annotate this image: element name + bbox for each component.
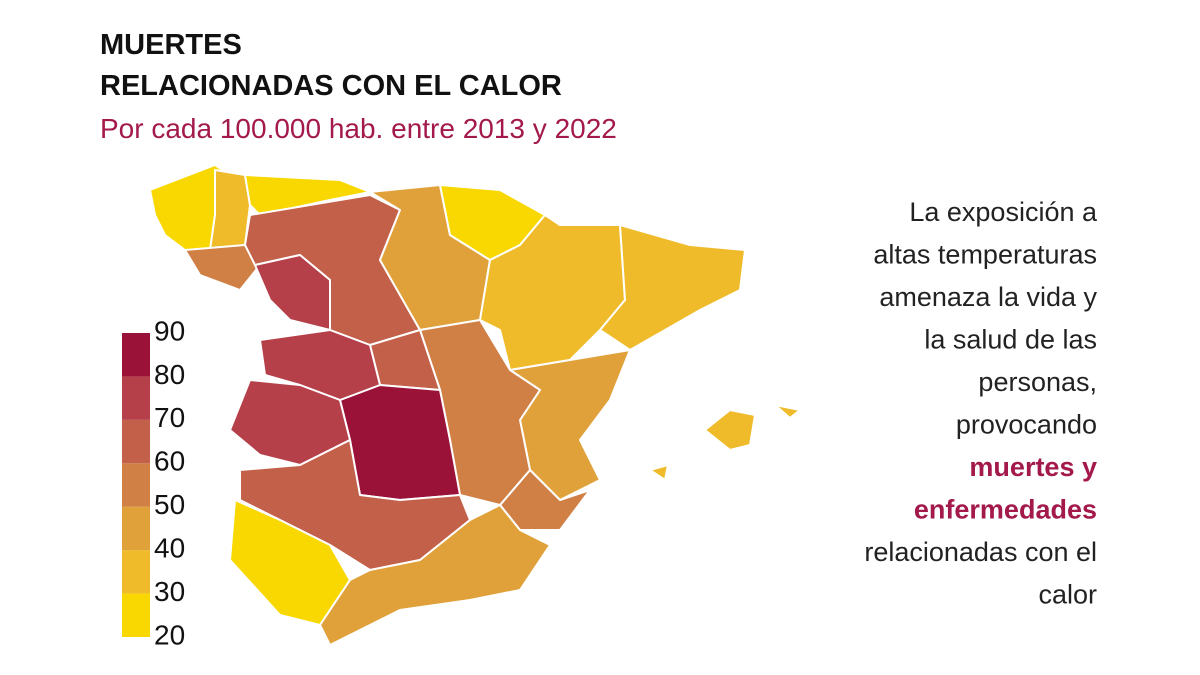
legend-tick-label: 90	[154, 315, 185, 346]
region	[184, 244, 261, 291]
paragraph-line: La exposición a	[909, 197, 1098, 227]
region	[319, 504, 551, 646]
legend-tick-label: 70	[154, 402, 185, 433]
legend-tick-label: 30	[154, 576, 185, 607]
paragraph-line: provocando	[956, 410, 1097, 440]
paragraph-line: personas,	[978, 367, 1097, 397]
island	[704, 409, 756, 451]
region	[599, 224, 746, 351]
paragraph: La exposición a altas temperaturas amenaza…	[864, 197, 1098, 610]
paragraph-line: calor	[1038, 580, 1097, 610]
legend-tick-label: 60	[154, 446, 185, 477]
legend-swatch	[122, 463, 150, 507]
region	[209, 169, 251, 251]
map	[149, 164, 801, 646]
title-line: MUERTES	[100, 29, 242, 61]
title-line: RELACIONADAS CON EL CALOR	[100, 70, 562, 102]
legend-swatch	[122, 506, 150, 551]
paragraph-line: altas temperaturas	[873, 240, 1097, 270]
highlight-line: enfermedades	[914, 495, 1097, 525]
legend-swatch	[122, 550, 150, 594]
paragraph-line: relacionadas con el	[864, 537, 1097, 567]
legend-swatch	[122, 333, 150, 377]
legend-tick-label: 20	[154, 619, 185, 650]
legend-tick-label: 40	[154, 533, 185, 564]
subtitle: Por cada 100.000 hab. entre 2013 y 2022	[100, 113, 617, 144]
paragraph-line: la salud de las	[924, 325, 1097, 355]
legend-swatch	[122, 376, 150, 420]
region	[259, 329, 381, 401]
legend-swatch	[122, 593, 150, 637]
highlight-line: muertes y	[969, 452, 1097, 482]
paragraph-line: amenaza la vida y	[879, 282, 1097, 312]
legend-tick-label: 50	[154, 489, 185, 520]
legend-tick-label: 80	[154, 359, 185, 390]
legend-swatch	[122, 419, 150, 464]
legend: 90 80 70 60 50 40 30 20	[122, 315, 185, 650]
island	[774, 404, 801, 419]
island	[649, 464, 669, 481]
region	[244, 174, 371, 216]
